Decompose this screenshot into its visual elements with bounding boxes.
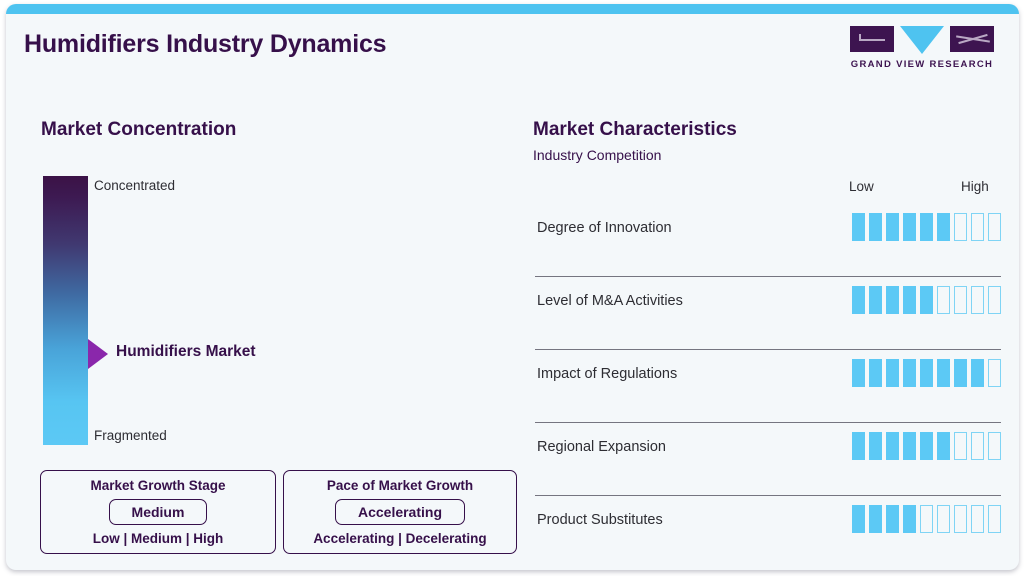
rating-bar-filled xyxy=(869,505,882,533)
pace-of-market-growth-value: Accelerating xyxy=(334,499,466,525)
pace-of-market-growth-card: Pace of Market Growth Accelerating Accel… xyxy=(283,470,517,554)
rating-bar-filled xyxy=(903,286,916,314)
market-characteristics-rows: Degree of Innovation Level of M&A Activit… xyxy=(535,204,1001,568)
characteristic-rating-bars xyxy=(852,505,1001,533)
characteristic-row: Level of M&A Activities xyxy=(535,277,1001,350)
market-growth-stage-value: Medium xyxy=(108,499,208,525)
characteristic-label: Regional Expansion xyxy=(537,439,666,455)
characteristic-row: Product Substitutes xyxy=(535,496,1001,568)
market-growth-stage-title: Market Growth Stage xyxy=(90,478,226,493)
rating-bar-empty xyxy=(988,359,1001,387)
rating-bar-filled xyxy=(886,286,899,314)
scale-label-low: Low xyxy=(849,179,874,194)
rating-bar-empty xyxy=(971,213,984,241)
rating-bar-filled xyxy=(886,432,899,460)
rating-bar-empty xyxy=(988,505,1001,533)
rating-bar-filled xyxy=(869,359,882,387)
concentration-top-label: Concentrated xyxy=(94,178,176,193)
rating-bar-empty xyxy=(988,286,1001,314)
rating-bar-filled xyxy=(852,505,865,533)
rating-bar-filled xyxy=(852,213,865,241)
rating-bar-filled xyxy=(869,432,882,460)
characteristic-label: Level of M&A Activities xyxy=(537,293,683,309)
rating-bar-empty xyxy=(937,505,950,533)
rating-bar-empty xyxy=(988,213,1001,241)
rating-bar-empty xyxy=(937,286,950,314)
rating-bar-filled xyxy=(954,359,967,387)
scale-label-high: High xyxy=(961,179,989,194)
characteristic-row: Impact of Regulations xyxy=(535,350,1001,423)
characteristic-label: Product Substitutes xyxy=(537,512,663,528)
characteristic-row: Degree of Innovation xyxy=(535,204,1001,277)
infographic-card: Humidifiers Industry Dynamics GRAND VIEW… xyxy=(6,4,1019,570)
rating-bar-filled xyxy=(903,505,916,533)
rating-bar-filled xyxy=(920,213,933,241)
logo-left-block-icon xyxy=(850,26,894,52)
rating-bar-filled xyxy=(886,213,899,241)
rating-bar-filled xyxy=(886,359,899,387)
concentration-gradient-bar xyxy=(43,176,88,445)
card-top-accent-bar xyxy=(6,4,1019,14)
rating-bar-filled xyxy=(971,359,984,387)
rating-bar-empty xyxy=(971,286,984,314)
page-title: Humidifiers Industry Dynamics xyxy=(24,30,387,58)
logo-wordmark: GRAND VIEW RESEARCH xyxy=(850,59,994,70)
rating-bar-filled xyxy=(937,359,950,387)
grand-view-research-logo: GRAND VIEW RESEARCH xyxy=(849,26,995,70)
rating-bar-filled xyxy=(903,213,916,241)
market-concentration-heading: Market Concentration xyxy=(41,119,237,140)
characteristic-label: Impact of Regulations xyxy=(537,366,678,382)
logo-marks xyxy=(849,26,995,54)
rating-bar-filled xyxy=(886,505,899,533)
pace-of-market-growth-title: Pace of Market Growth xyxy=(326,478,474,493)
rating-bar-filled xyxy=(903,359,916,387)
rating-bar-empty xyxy=(954,286,967,314)
rating-bar-empty xyxy=(954,213,967,241)
rating-bar-filled xyxy=(903,432,916,460)
rating-bar-empty xyxy=(971,505,984,533)
rating-bar-filled xyxy=(852,432,865,460)
concentration-bottom-label: Fragmented xyxy=(94,428,167,443)
rating-bar-filled xyxy=(920,432,933,460)
characteristic-row: Regional Expansion xyxy=(535,423,1001,496)
characteristic-rating-bars xyxy=(852,213,1001,241)
characteristic-label: Degree of Innovation xyxy=(537,220,672,236)
pace-of-market-growth-scale: Accelerating | Decelerating xyxy=(313,531,487,546)
market-growth-stage-card: Market Growth Stage Medium Low | Medium … xyxy=(40,470,276,554)
market-position-marker-icon xyxy=(88,338,108,369)
rating-bar-empty xyxy=(920,505,933,533)
rating-bar-empty xyxy=(971,432,984,460)
rating-bar-empty xyxy=(954,432,967,460)
rating-bar-filled xyxy=(937,213,950,241)
market-characteristics-subheading: Industry Competition xyxy=(533,147,662,163)
rating-bar-empty xyxy=(954,505,967,533)
rating-bar-filled xyxy=(852,286,865,314)
logo-right-block-icon xyxy=(950,26,994,52)
market-position-label: Humidifiers Market xyxy=(116,342,256,360)
rating-bar-filled xyxy=(920,359,933,387)
logo-triangle-icon xyxy=(900,26,944,54)
rating-bar-filled xyxy=(920,286,933,314)
rating-bar-filled xyxy=(869,213,882,241)
rating-bar-filled xyxy=(869,286,882,314)
characteristic-rating-bars xyxy=(852,359,1001,387)
characteristic-rating-bars xyxy=(852,432,1001,460)
rating-bar-filled xyxy=(852,359,865,387)
market-growth-stage-scale: Low | Medium | High xyxy=(92,531,224,546)
market-characteristics-heading: Market Characteristics xyxy=(533,119,737,140)
rating-bar-empty xyxy=(988,432,1001,460)
characteristic-rating-bars xyxy=(852,286,1001,314)
rating-bar-filled xyxy=(937,432,950,460)
